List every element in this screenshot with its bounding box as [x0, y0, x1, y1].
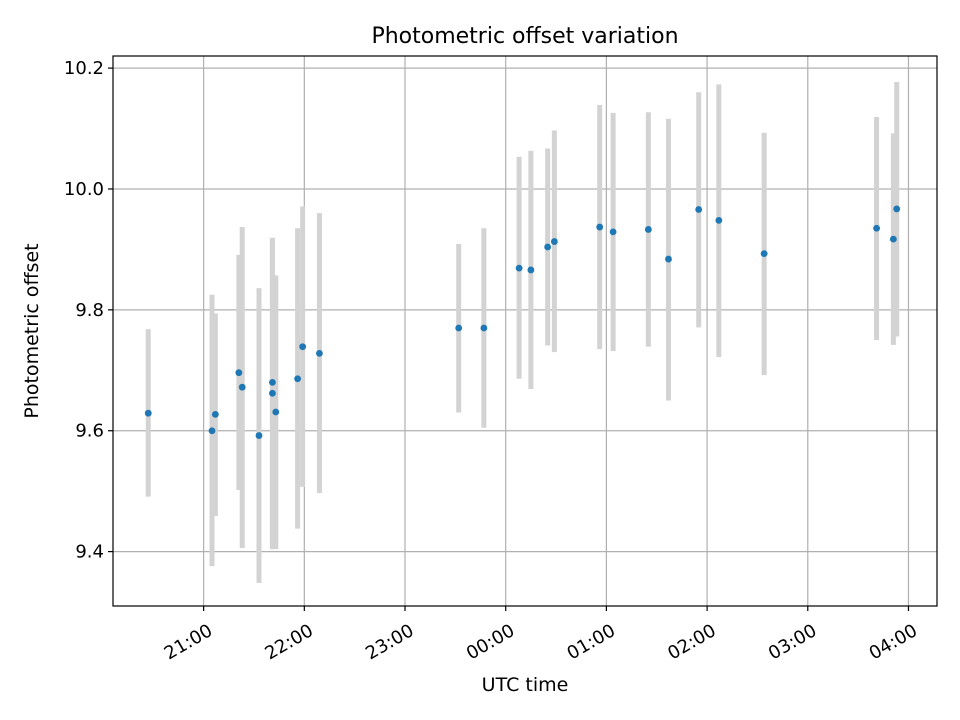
y-tick-label: 9.6	[75, 421, 104, 442]
y-tick-label: 9.8	[75, 300, 104, 321]
data-point	[515, 264, 523, 272]
data-point	[889, 235, 897, 243]
data-point	[294, 375, 302, 383]
data-point	[609, 228, 617, 236]
data-point	[235, 369, 243, 377]
y-tick-label: 9.4	[75, 542, 104, 563]
data-point	[480, 324, 488, 332]
data-point	[695, 206, 703, 213]
data-point	[255, 432, 263, 439]
chart-title: Photometric offset variation	[371, 24, 678, 49]
data-point	[527, 266, 535, 274]
data-point	[269, 389, 276, 397]
grid	[113, 56, 937, 606]
data-point	[644, 226, 652, 233]
data-point	[550, 238, 558, 245]
x-axis-label: UTC time	[482, 674, 569, 696]
y-tick-label: 10.0	[64, 179, 104, 200]
data-point	[760, 250, 768, 258]
data-point	[455, 324, 463, 332]
plot-frame	[112, 55, 938, 607]
data-point	[272, 408, 280, 416]
data-point	[715, 216, 723, 224]
y-tick-label: 10.2	[64, 58, 104, 79]
data-point	[144, 409, 152, 417]
data-point	[238, 383, 246, 391]
data-point	[316, 349, 323, 357]
data-point	[873, 224, 880, 232]
data-point	[269, 378, 276, 386]
data-point	[299, 343, 307, 351]
data-point	[208, 427, 216, 435]
data-point	[893, 205, 901, 213]
data-point	[596, 223, 604, 231]
data-point	[544, 243, 552, 251]
data-points	[144, 205, 901, 439]
y-axis-label: Photometric offset	[21, 243, 43, 418]
data-point	[665, 255, 672, 263]
data-point	[211, 411, 219, 418]
